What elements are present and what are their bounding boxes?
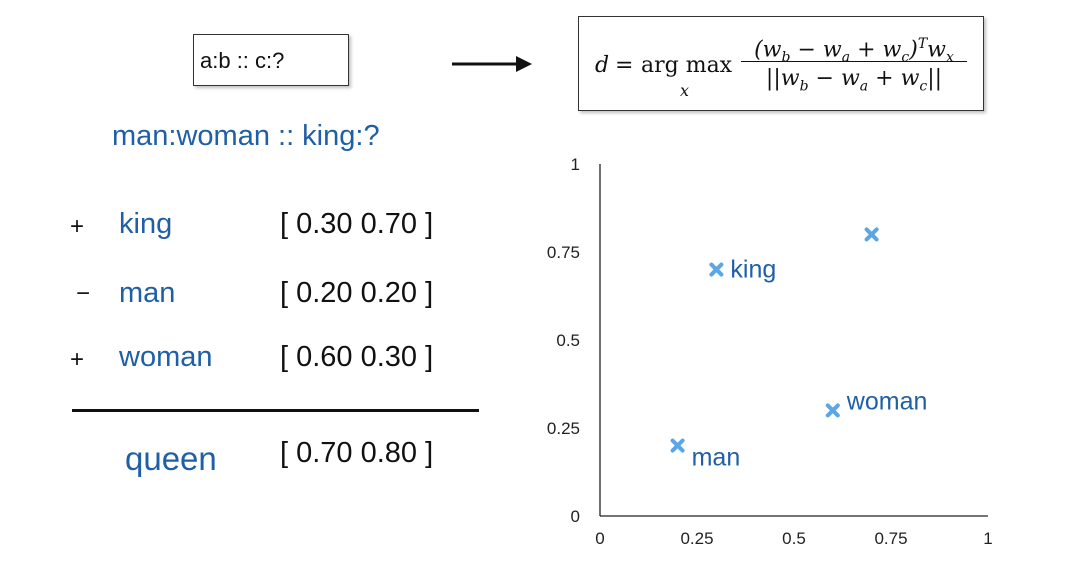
data-point-label: man	[692, 444, 741, 472]
formula-equals: =	[615, 53, 634, 78]
analogy-template-text: a:b :: c:?	[200, 48, 285, 73]
result-vector: [ 0.70 0.80 ]	[280, 437, 434, 469]
term-word: king	[119, 208, 173, 240]
term-sign: +	[70, 346, 85, 373]
fraction-bar	[741, 61, 967, 62]
x-tick-label: 1	[983, 529, 992, 548]
word-vector-scatter-chart: 0 0.25 0.5 0.75 1 0 0.25 0.5 0.75 1 king man woman	[547, 155, 993, 548]
term-sign: −	[76, 280, 91, 307]
x-tick-label: 0.75	[874, 529, 907, 548]
formula-lhs: d	[595, 53, 610, 78]
x-tick-label: 0.25	[680, 529, 713, 548]
right-arrow-icon	[452, 56, 532, 72]
y-tick-label: 1	[571, 155, 580, 174]
formula-operator-subscript: x	[680, 81, 690, 100]
analogy-question: man:woman :: king:?	[112, 120, 380, 152]
data-point-label: woman	[846, 387, 928, 415]
y-tick-label: 0.25	[547, 419, 580, 438]
term-word: woman	[119, 341, 213, 373]
result-word: queen	[125, 440, 217, 477]
data-point-marker	[825, 403, 840, 418]
x-tick-label: 0.5	[782, 529, 806, 548]
result-row: queen [ 0.70 0.80 ]	[0, 437, 520, 480]
data-point-label: king	[730, 256, 776, 284]
formula-fraction: (wb − wa + wc)Twx ||wb − wa + wc||	[737, 27, 971, 96]
formula-operator: arg max	[641, 53, 733, 78]
data-point-marker	[709, 262, 724, 277]
term-vector: [ 0.20 0.20 ]	[280, 277, 434, 309]
sum-divider	[72, 409, 479, 412]
formula-numerator: (wb − wa + wc)Twx	[754, 36, 954, 66]
term-word: man	[119, 277, 176, 309]
y-tick-label: 0	[571, 507, 580, 526]
y-tick-label: 0.5	[556, 331, 580, 350]
term-row: + king [ 0.30 0.70 ]	[0, 208, 520, 248]
analogy-formula: d = arg max x (wb − wa + wc)Twx ||wb − w…	[595, 27, 975, 105]
y-tick-label: 0.75	[547, 243, 580, 262]
term-row: − man [ 0.20 0.20 ]	[0, 277, 520, 317]
term-sign: +	[70, 213, 85, 240]
term-vector: [ 0.30 0.70 ]	[280, 208, 434, 240]
formula-denominator: ||wb − wa + wc||	[765, 66, 943, 95]
analogy-template-box: a:b :: c:?	[193, 34, 349, 86]
term-row: + woman [ 0.60 0.30 ]	[0, 341, 520, 381]
data-point-marker	[670, 438, 685, 453]
data-point-marker	[864, 227, 879, 242]
x-tick-label: 0	[595, 529, 604, 548]
term-vector: [ 0.60 0.30 ]	[280, 341, 434, 373]
formula-box: d = arg max x (wb − wa + wc)Twx ||wb − w…	[578, 16, 984, 111]
